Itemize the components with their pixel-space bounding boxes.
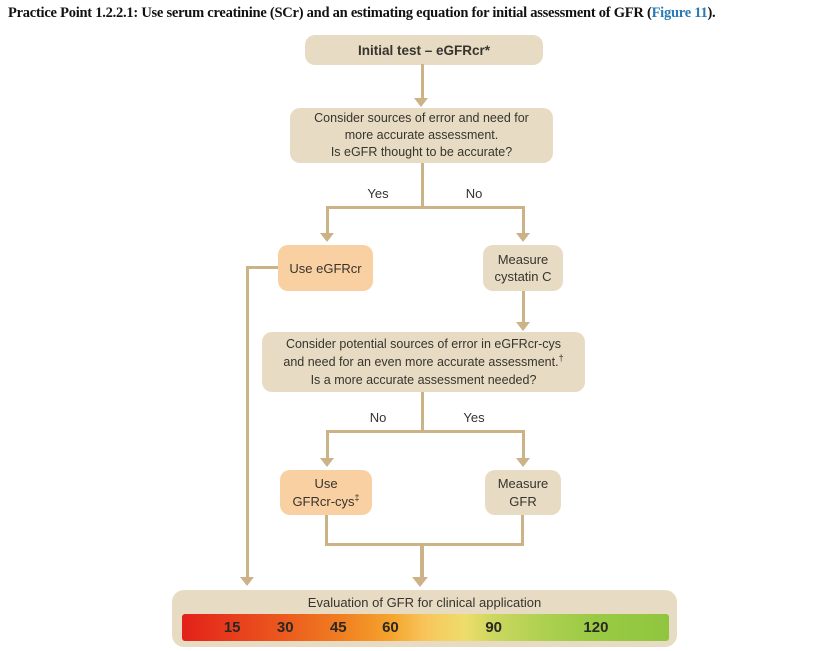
connector-measure-gfr-down [521, 515, 524, 546]
dagger-footnote-mark: † [558, 352, 564, 363]
branch1-right-drop [522, 209, 525, 234]
branch1-crossbar [326, 206, 525, 209]
question2-line3: Is a more accurate assessment needed? [310, 373, 537, 387]
branch2-no-label: No [369, 410, 387, 425]
connector-join-to-eval [420, 543, 424, 579]
node-question2: Consider potential sources of error in e… [262, 332, 585, 392]
arrowhead-cystatin-to-q2 [516, 322, 530, 331]
connector-initial-to-q1 [421, 64, 424, 98]
arrowhead-branch1-left [320, 233, 334, 242]
gfr-gradient-scale: 15 30 45 60 90 120 [182, 614, 669, 641]
measure-cystatin-line2: cystatin C [494, 269, 552, 284]
arrowhead-initial-to-q1 [414, 98, 428, 107]
branch1-left-drop [326, 209, 329, 234]
scale-value-60: 60 [382, 619, 399, 636]
arrowhead-branch2-right [516, 458, 530, 467]
arrowhead-use-egfrcr-to-eval [240, 577, 254, 586]
branch1-no-label: No [465, 186, 483, 201]
connector-use-egfrcr-left [246, 266, 278, 269]
question2-line2: and need for an even more accurate asses… [283, 352, 564, 369]
question1-line1: Consider sources of error and need for [314, 111, 529, 125]
evaluation-title: Evaluation of GFR for clinical applicati… [307, 595, 542, 610]
connector-gfrcr-cys-down [325, 515, 328, 546]
scale-value-15: 15 [223, 619, 241, 636]
question1-line2: more accurate assessment. [344, 128, 499, 142]
question1-line3: Is eGFR thought to be accurate? [330, 145, 513, 159]
branch2-left-drop [326, 433, 329, 459]
measure-cystatin-line1: Measure [497, 252, 549, 267]
connector-q2-stem [421, 392, 424, 433]
connector-use-egfrcr-down [246, 266, 249, 578]
practice-point-heading: Practice Point 1.2.2.1: Use serum creati… [8, 5, 838, 22]
evaluation-panel: Evaluation of GFR for clinical applicati… [172, 590, 677, 647]
branch1-yes-label: Yes [367, 186, 389, 201]
heading-text-after: ). [707, 5, 716, 21]
connector-q1-stem [421, 163, 424, 209]
scale-value-120: 120 [583, 619, 609, 636]
node-use-gfrcr-cys: Use GFRcr-cys‡ [280, 470, 372, 515]
arrowhead-branch2-left [320, 458, 334, 467]
arrowhead-branch1-right [516, 233, 530, 242]
double-dagger-footnote-mark: ‡ [354, 492, 360, 503]
measure-gfr-line2: GFR [509, 493, 537, 509]
measure-gfr-line1: Measure [497, 475, 549, 491]
use-gfrcr-cys-line1: Use [314, 475, 338, 491]
node-initial-test-label: Initial test – eGFRcr* [357, 42, 491, 58]
heading-text-before: Practice Point 1.2.2.1: Use serum creati… [8, 5, 652, 21]
question2-line1: Consider potential sources of error in e… [285, 337, 562, 351]
branch2-right-drop [522, 433, 525, 459]
node-initial-test: Initial test – eGFRcr* [305, 35, 543, 65]
figure-11-link[interactable]: Figure 11 [651, 5, 708, 21]
bottom-join-crossbar [325, 543, 524, 546]
connector-cystatin-to-q2 [522, 291, 525, 323]
scale-value-90: 90 [485, 619, 503, 636]
branch2-yes-label: Yes [463, 410, 485, 425]
node-measure-cystatin: Measure cystatin C [483, 245, 563, 291]
node-question1: Consider sources of error and need for m… [290, 108, 553, 163]
scale-value-30: 30 [276, 619, 294, 636]
use-gfrcr-cys-line2: GFRcr-cys‡ [292, 492, 360, 509]
node-use-egfrcr: Use eGFRcr [278, 245, 373, 291]
use-egfrcr-label: Use eGFRcr [289, 260, 362, 276]
scale-value-45: 45 [329, 619, 347, 636]
arrowhead-join-to-eval [412, 577, 428, 587]
node-measure-gfr: Measure GFR [485, 470, 561, 515]
branch2-crossbar [326, 430, 525, 433]
